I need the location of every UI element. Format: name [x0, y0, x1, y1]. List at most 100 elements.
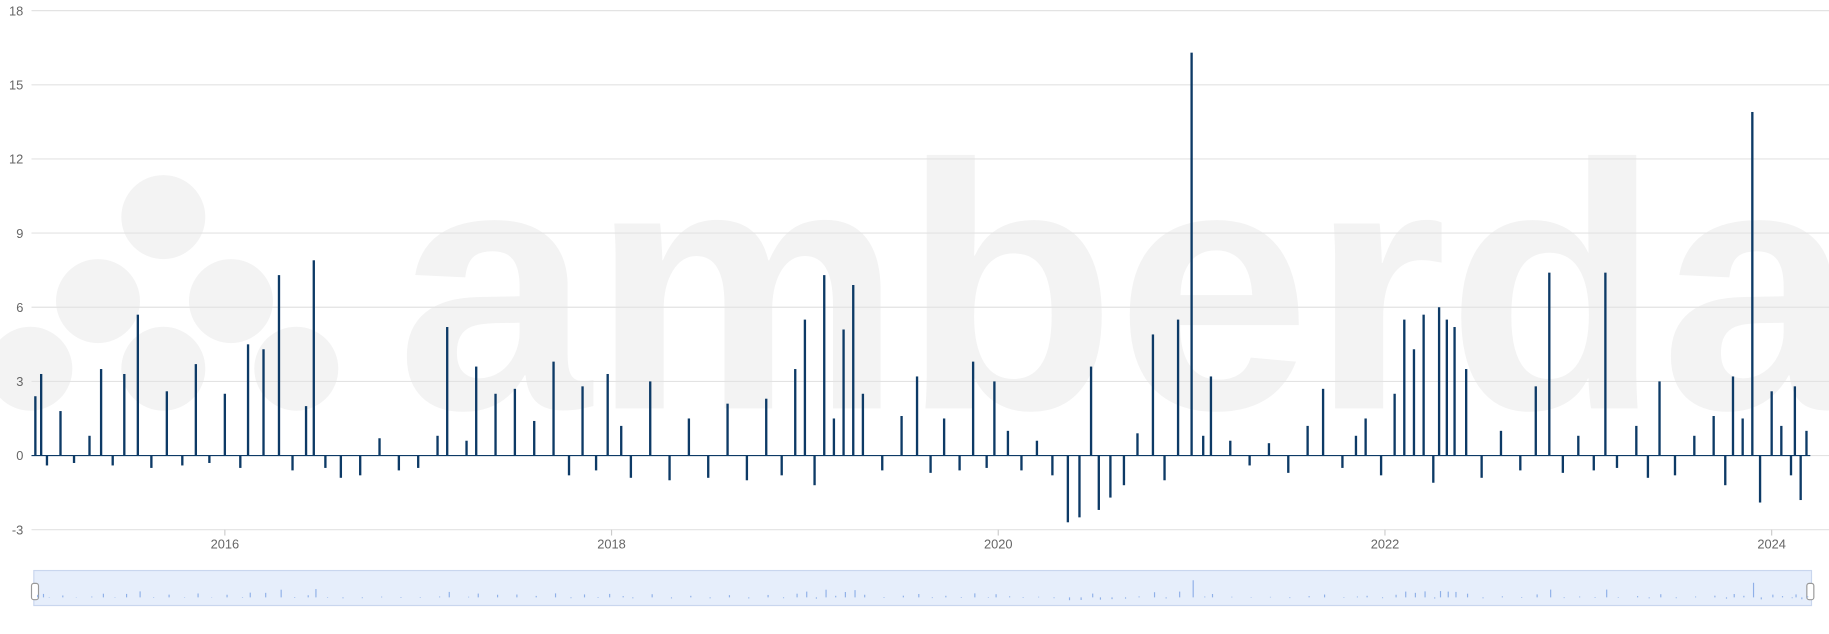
- bar: [900, 416, 903, 456]
- bar: [832, 418, 836, 456]
- bar: [1354, 435, 1358, 456]
- y-tick-label: 18: [9, 3, 23, 18]
- bar: [88, 435, 91, 456]
- bar: [594, 455, 598, 471]
- bar: [1432, 455, 1435, 483]
- bar: [1615, 455, 1619, 468]
- bar: [1519, 455, 1522, 471]
- bar: [842, 329, 845, 456]
- bar: [745, 455, 749, 481]
- bar: [1465, 369, 1468, 456]
- bar: [436, 435, 439, 456]
- bar: [99, 369, 103, 456]
- bar: [1422, 314, 1425, 456]
- bar: [208, 455, 211, 463]
- bar: [181, 455, 184, 466]
- navigator[interactable]: [30, 569, 1815, 607]
- bar: [59, 411, 62, 456]
- bar: [1287, 455, 1290, 473]
- bar: [1499, 430, 1503, 456]
- bar: [1548, 272, 1551, 456]
- bar: [246, 344, 250, 456]
- bar: [1445, 319, 1449, 456]
- bar: [1770, 391, 1773, 456]
- bar: [1035, 440, 1039, 456]
- bar: [1635, 425, 1638, 456]
- bar: [552, 361, 555, 456]
- y-tick-label: 15: [9, 77, 23, 92]
- bar: [45, 455, 49, 466]
- bar: [194, 364, 198, 456]
- bar: [861, 393, 865, 456]
- bar: [1793, 386, 1797, 456]
- bar: [1109, 455, 1112, 498]
- bar: [475, 366, 478, 456]
- bar: [649, 381, 652, 456]
- bar: [378, 438, 381, 456]
- bar: [165, 391, 169, 456]
- bar: [1592, 455, 1595, 471]
- bar: [1731, 376, 1735, 456]
- bar: [1799, 455, 1802, 501]
- bar: [668, 455, 671, 481]
- watermark-logo: [0, 175, 339, 411]
- bar: [958, 455, 961, 471]
- bar: [1248, 455, 1251, 466]
- bar: [446, 327, 449, 456]
- bar: [1097, 455, 1100, 510]
- bar: [1758, 455, 1762, 503]
- bar: [1480, 455, 1483, 478]
- bar: [533, 420, 536, 456]
- bar: [1020, 455, 1023, 471]
- bar: [780, 455, 783, 476]
- bar: [1577, 435, 1580, 456]
- bar: [417, 455, 420, 468]
- navigator-handle[interactable]: [1806, 582, 1815, 601]
- bar: [1202, 435, 1205, 456]
- bar: [304, 406, 308, 456]
- bar: [1306, 425, 1309, 456]
- bar: [312, 260, 315, 456]
- y-tick-label: 12: [9, 152, 23, 167]
- bar: [1190, 52, 1193, 456]
- bar: [494, 393, 497, 456]
- bar: [1805, 430, 1808, 456]
- bar: [150, 455, 153, 468]
- bar: [1403, 319, 1406, 456]
- bar: [1209, 376, 1213, 456]
- bar: [1136, 433, 1139, 456]
- watermark: amberdata: [397, 92, 1829, 483]
- x-tick-label: 2022: [1371, 536, 1400, 551]
- bar: [1712, 416, 1715, 456]
- y-tick-label: 6: [16, 300, 23, 315]
- y-tick-label: 0: [16, 448, 23, 463]
- bar: [1341, 455, 1344, 468]
- bar: [803, 319, 807, 456]
- bar: [687, 418, 691, 456]
- bar: [1393, 393, 1396, 456]
- bar: [277, 275, 281, 456]
- bar: [1229, 440, 1232, 456]
- bar: [339, 455, 343, 478]
- bar: [239, 455, 242, 468]
- bar: [72, 455, 76, 463]
- navigator-window[interactable]: [33, 569, 1813, 607]
- bar: [881, 455, 884, 471]
- navigator-handle[interactable]: [30, 582, 40, 601]
- bar: [1604, 272, 1607, 456]
- bar: [620, 425, 623, 456]
- bar: [929, 455, 932, 473]
- bar: [813, 455, 816, 486]
- bar: [465, 440, 468, 456]
- bar: [1364, 418, 1367, 456]
- bar: [726, 403, 729, 456]
- bar: [1437, 307, 1441, 456]
- bar: [1534, 386, 1537, 456]
- bar: [1780, 425, 1783, 456]
- y-tick-label: 9: [16, 226, 23, 241]
- x-tick-label: 2018: [597, 536, 626, 551]
- bar: [291, 455, 294, 471]
- bar: [1122, 455, 1126, 486]
- bar: [765, 398, 768, 456]
- bar: [971, 361, 975, 456]
